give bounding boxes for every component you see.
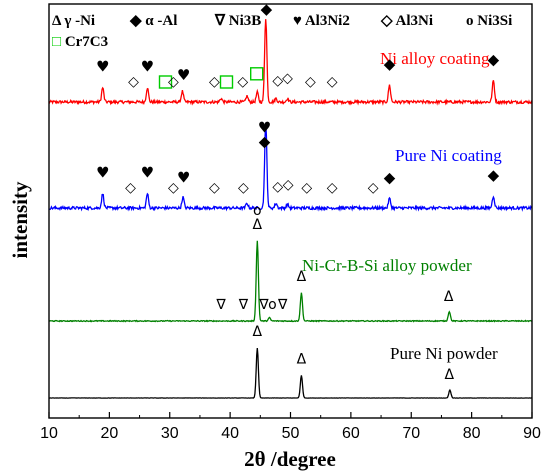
legend-al3ni2: ♥ Al3Ni2 <box>293 13 350 29</box>
marker-2-8: Δ <box>444 289 454 305</box>
marker-1-9: ◇ <box>272 179 283 195</box>
marker-2-6: ∇ <box>277 297 288 313</box>
marker-1-6: ◇ <box>238 180 249 196</box>
x-tick-label-60: 60 <box>342 425 360 442</box>
marker-0-13: ◇ <box>282 70 293 86</box>
legend-ni3si: o Ni3Si <box>466 13 512 29</box>
legend-ni3b-symbol: ∇ <box>214 13 226 29</box>
x-tick-label-20: 20 <box>100 425 118 442</box>
legend-al3ni-symbol: ◇ <box>380 13 393 29</box>
legend-ni3si-label: Ni3Si <box>477 13 512 29</box>
legend-ni3b-label: Ni3B <box>229 13 262 29</box>
legend-gamma-ni-label: γ -Ni <box>63 13 95 29</box>
legend-gamma-ni-symbol: Δ <box>52 13 62 29</box>
x-tick-label-80: 80 <box>463 425 481 442</box>
legend-al3ni2-label: Al3Ni2 <box>305 13 350 29</box>
marker-1-12: ◇ <box>327 180 338 196</box>
y-axis-title: intensity <box>8 181 32 259</box>
marker-0-4: ◇ <box>168 74 179 90</box>
marker-2-7: Δ <box>297 269 307 285</box>
marker-1-4: ♥ <box>177 169 190 187</box>
marker-2-4: ∇ <box>258 297 269 313</box>
marker-square-0-3 <box>158 75 173 89</box>
x-tick-label-70: 70 <box>402 425 420 442</box>
x-tick-label-40: 40 <box>221 425 239 442</box>
legend-gamma-ni: Δ γ -Ni <box>52 13 95 29</box>
marker-0-15: ◇ <box>327 74 338 90</box>
x-tick-label-30: 30 <box>161 425 179 442</box>
marker-1-15: ◆ <box>488 166 500 184</box>
legend-alpha-al-symbol: ◆ <box>129 13 142 29</box>
marker-0-14: ◇ <box>305 74 316 90</box>
marker-1-7: ◆ <box>259 133 271 151</box>
marker-1-8: ♥ <box>258 119 271 137</box>
legend-ni3b: ∇ Ni3B <box>214 13 261 29</box>
marker-2-1: o <box>253 203 262 219</box>
marker-2-5: o <box>268 297 277 313</box>
legend-cr7c3-label: Cr7C3 <box>65 34 108 50</box>
legend-al3ni-label: Al3Ni <box>395 13 433 29</box>
marker-square-0-7 <box>219 75 234 89</box>
marker-0-6: ◇ <box>209 74 220 90</box>
legend-cr7c3: □ Cr7C3 <box>52 34 108 50</box>
series-line-2 <box>48 240 533 323</box>
marker-0-8: ◇ <box>237 74 248 90</box>
traces <box>48 19 533 399</box>
marker-0-5: ♥ <box>177 66 190 84</box>
marker-2-0: Δ <box>253 217 263 233</box>
marker-1-3: ◇ <box>168 180 179 196</box>
marker-0-11: ♥ <box>260 0 273 4</box>
legend: Δ γ -Ni ◆ α -Al ∇ Ni3B ♥ Al3Ni2 ◇ Al3Ni … <box>52 13 512 50</box>
marker-0-12: ◇ <box>272 73 283 89</box>
marker-0-2: ♥ <box>141 58 154 76</box>
marker-3-2: Δ <box>445 367 455 383</box>
marker-1-14: ◆ <box>384 168 396 186</box>
marker-1-0: ♥ <box>96 164 109 182</box>
x-tick-label-50: 50 <box>282 425 300 442</box>
marker-1-2: ♥ <box>141 164 154 182</box>
x-axis-title: 2θ /degree <box>244 447 336 471</box>
legend-ni3si-symbol: o <box>466 13 474 29</box>
legend-al3ni: ◇ Al3Ni <box>380 13 433 29</box>
marker-1-11: ◇ <box>301 180 312 196</box>
peak-markers: ♥◇♥◇♥◇◇◆♥◇◇◇◇◆◆♥◇♥◇♥◇◇◆♥◇◇◇◇◇◆◆Δo∇∇∇o∇ΔΔ… <box>96 0 500 383</box>
marker-1-5: ◇ <box>209 180 220 196</box>
marker-3-0: Δ <box>253 324 263 340</box>
series-label-ni-cr-b-si-powder: Ni-Cr-B-Si alloy powder <box>302 256 472 275</box>
series-label-ni-alloy-coating: Ni alloy coating <box>380 49 490 68</box>
marker-1-10: ◇ <box>283 177 294 193</box>
series-line-3 <box>49 347 532 399</box>
x-tick-label-90: 90 <box>523 425 541 442</box>
legend-al3ni2-symbol: ♥ <box>293 13 302 29</box>
marker-0-0: ♥ <box>96 58 109 76</box>
marker-square-0-9 <box>249 67 264 81</box>
series-label-pure-ni-coating: Pure Ni coating <box>395 146 502 165</box>
marker-0-1: ◇ <box>128 74 139 90</box>
marker-1-1: ◇ <box>125 180 136 196</box>
x-axis: 10 20 30 40 50 60 70 80 90 <box>40 412 541 442</box>
marker-0-17: ◆ <box>488 50 500 68</box>
x-tick-label-10: 10 <box>40 425 58 442</box>
marker-2-3: ∇ <box>238 297 249 313</box>
legend-alpha-al-label: α -Al <box>145 13 177 29</box>
legend-cr7c3-symbol: □ <box>52 34 61 50</box>
marker-3-1: Δ <box>297 352 307 368</box>
marker-0-16: ◆ <box>384 55 396 73</box>
series-line-1 <box>48 122 533 212</box>
legend-alpha-al: ◆ α -Al <box>129 13 177 29</box>
marker-1-13: ◇ <box>368 180 379 196</box>
series-line-0 <box>48 19 533 106</box>
marker-2-2: ∇ <box>215 297 226 313</box>
series-label-pure-ni-powder: Pure Ni powder <box>390 344 498 363</box>
